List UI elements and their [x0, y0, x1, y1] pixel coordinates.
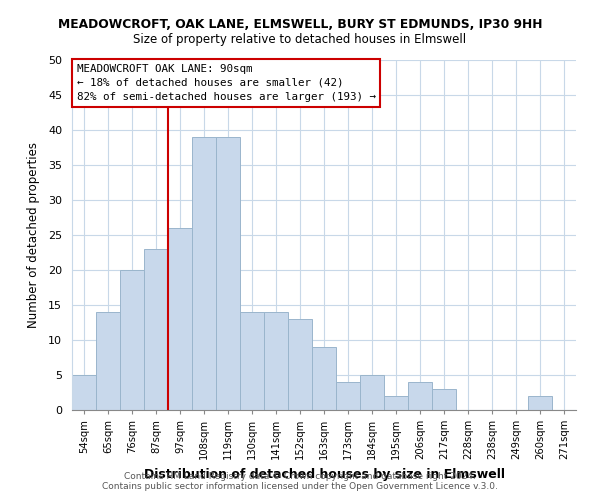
- Bar: [432, 389, 456, 410]
- Text: MEADOWCROFT OAK LANE: 90sqm
← 18% of detached houses are smaller (42)
82% of sem: MEADOWCROFT OAK LANE: 90sqm ← 18% of det…: [77, 64, 376, 102]
- Bar: [72, 375, 96, 410]
- Bar: [408, 382, 432, 410]
- Text: Contains public sector information licensed under the Open Government Licence v.: Contains public sector information licen…: [102, 482, 498, 491]
- Bar: [336, 382, 360, 410]
- Bar: [168, 228, 192, 410]
- Bar: [264, 312, 288, 410]
- Y-axis label: Number of detached properties: Number of detached properties: [27, 142, 40, 328]
- Bar: [144, 249, 168, 410]
- Text: MEADOWCROFT, OAK LANE, ELMSWELL, BURY ST EDMUNDS, IP30 9HH: MEADOWCROFT, OAK LANE, ELMSWELL, BURY ST…: [58, 18, 542, 30]
- Bar: [288, 319, 312, 410]
- Bar: [528, 396, 552, 410]
- Bar: [384, 396, 408, 410]
- X-axis label: Distribution of detached houses by size in Elmswell: Distribution of detached houses by size …: [143, 468, 505, 480]
- Bar: [216, 137, 240, 410]
- Bar: [240, 312, 264, 410]
- Text: Contains HM Land Registry data © Crown copyright and database right 2024.: Contains HM Land Registry data © Crown c…: [124, 472, 476, 481]
- Bar: [192, 137, 216, 410]
- Bar: [120, 270, 144, 410]
- Bar: [312, 347, 336, 410]
- Bar: [96, 312, 120, 410]
- Bar: [360, 375, 384, 410]
- Text: Size of property relative to detached houses in Elmswell: Size of property relative to detached ho…: [133, 32, 467, 46]
